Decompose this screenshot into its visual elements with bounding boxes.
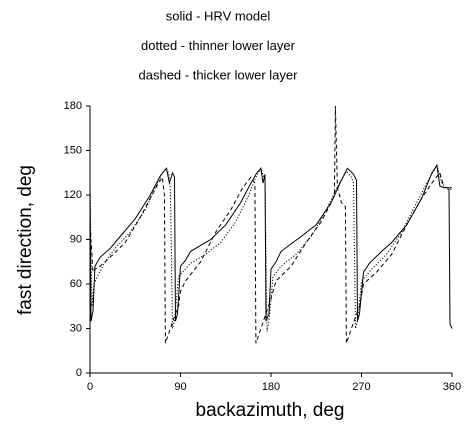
- x-tick-label: 180: [262, 381, 280, 393]
- y-tick-label: 90: [70, 233, 82, 245]
- x-tick-label: 360: [443, 381, 461, 393]
- series-line: [89, 164, 452, 332]
- y-tick-label: 120: [64, 189, 82, 201]
- legend-entry: solid - HRV model: [166, 8, 271, 23]
- x-tick-label: 0: [87, 381, 93, 393]
- x-tick-label: 270: [352, 381, 370, 393]
- y-tick-label: 150: [64, 144, 82, 156]
- y-axis-label: fast direction, deg: [15, 165, 36, 315]
- legend-entry: dashed - thicker lower layer: [139, 67, 299, 82]
- x-axis-label: backazimuth, deg: [196, 400, 345, 421]
- series-line: [89, 105, 452, 344]
- legend-entry: dotted - thinner lower layer: [141, 38, 296, 53]
- y-tick-label: 0: [76, 367, 82, 379]
- y-tick-label: 60: [70, 278, 82, 290]
- y-tick-label: 180: [64, 100, 82, 112]
- y-tick-label: 30: [70, 322, 82, 334]
- x-tick-label: 90: [174, 381, 186, 393]
